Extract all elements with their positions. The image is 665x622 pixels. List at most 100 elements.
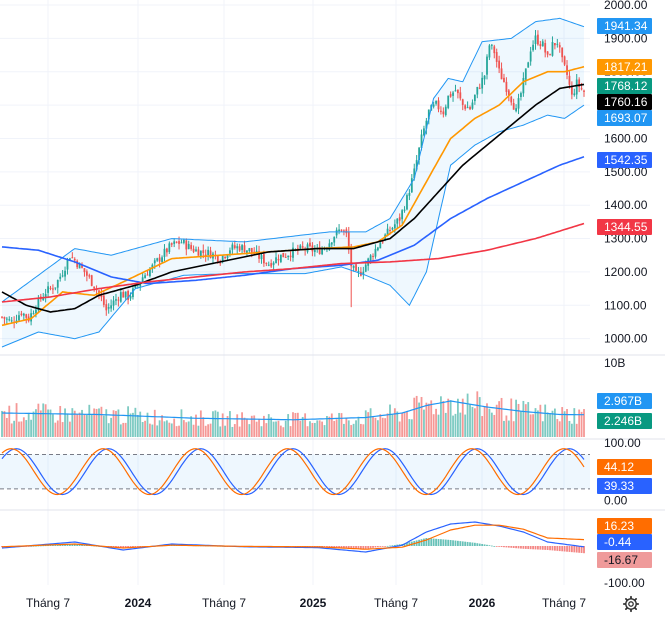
macd-histogram-bar	[49, 545, 52, 546]
volume-bar	[510, 398, 513, 437]
macd-histogram-bar	[563, 546, 566, 552]
candle-body	[8, 319, 11, 321]
candle-body	[490, 44, 493, 46]
candle-body	[22, 313, 25, 316]
candle-body	[224, 257, 226, 259]
candle-body	[391, 227, 394, 230]
volume-bar	[561, 407, 564, 437]
volume-bar	[49, 409, 52, 437]
macd-histogram-bar	[132, 546, 134, 548]
candle-body	[277, 258, 280, 261]
macd-histogram-bar	[561, 546, 564, 552]
candle-body	[503, 77, 505, 83]
volume-bar	[233, 424, 236, 437]
macd-line	[1, 521, 585, 553]
settings-gear-icon[interactable]	[620, 594, 642, 614]
macd-histogram-bar	[134, 546, 137, 548]
time-axis-tick-label: 2025	[300, 596, 327, 610]
volume-bar	[323, 425, 326, 437]
candle-body	[122, 292, 125, 298]
volume-bar	[292, 412, 294, 437]
macd-histogram-bar	[386, 545, 389, 547]
candle-body	[537, 34, 539, 45]
candle-body	[393, 224, 396, 229]
volume-bar	[144, 420, 146, 437]
candle-body	[5, 318, 8, 320]
volume-bar	[122, 422, 125, 437]
candle-body	[246, 250, 248, 253]
macd-histogram-bar	[360, 546, 362, 549]
volume-bar	[287, 414, 290, 437]
volume-bar	[481, 416, 484, 437]
volume-bar	[66, 414, 69, 437]
candle-body	[573, 93, 576, 95]
candle-body	[435, 100, 437, 104]
macd-histogram-bar	[66, 544, 69, 546]
candle-body	[376, 247, 379, 251]
candle-body	[575, 79, 578, 95]
volume-bar	[112, 410, 115, 437]
macd-histogram-bar	[32, 545, 35, 547]
volume-bar	[381, 417, 384, 437]
candle-body	[102, 295, 105, 305]
volume-bar	[345, 418, 348, 437]
volume-bar	[204, 425, 207, 437]
volume-bar	[490, 412, 493, 437]
price-value-tag	[597, 219, 652, 235]
macd-histogram-bar	[566, 546, 568, 552]
volume-bar	[168, 422, 171, 437]
volume-bar	[61, 422, 64, 437]
time-axis-tick-label: Tháng 7	[26, 596, 70, 610]
candle-body	[49, 287, 52, 289]
volume-bar	[284, 420, 287, 437]
candle-body	[42, 297, 45, 301]
volume-bar	[573, 408, 576, 437]
candle-body	[73, 258, 76, 261]
volume-bar	[107, 423, 110, 437]
candle-body	[437, 100, 440, 110]
volume-bar	[5, 417, 8, 437]
candle-body	[493, 46, 496, 54]
candle-body	[221, 255, 224, 262]
volume-bar	[173, 418, 176, 437]
volume-bar	[379, 414, 382, 437]
candle-body	[156, 258, 159, 261]
volume-bar	[532, 414, 534, 437]
price-axis-tick-label: 1400.00	[604, 198, 648, 212]
macd-histogram-bar	[461, 541, 464, 546]
stochastic-value-tag	[597, 478, 652, 494]
stochastic-value-tag	[597, 459, 652, 475]
volume-bar	[30, 419, 32, 437]
volume-bar	[386, 413, 389, 437]
macd-histogram-bar	[391, 545, 394, 547]
volume-bar	[32, 411, 35, 437]
candle-body	[355, 264, 357, 271]
macd-histogram-bar	[115, 546, 117, 548]
candle-body	[488, 45, 491, 58]
candle-body	[88, 275, 91, 277]
candle-body	[236, 246, 239, 249]
volume-bar	[13, 420, 16, 437]
volume-bar	[575, 423, 578, 437]
volume-bar	[52, 414, 54, 437]
volume-bar	[153, 409, 156, 437]
candle-body	[425, 120, 428, 129]
volume-bar	[488, 408, 491, 437]
candle-body	[580, 88, 583, 90]
volume-bar	[221, 413, 224, 437]
volume-bar	[326, 416, 328, 437]
macd-histogram-bar	[551, 546, 554, 551]
candle-body	[258, 251, 260, 259]
volume-bar	[279, 425, 282, 437]
volume-bar	[318, 420, 321, 437]
volume-bar	[132, 412, 134, 437]
volume-bar	[161, 415, 163, 437]
candle-body	[129, 295, 132, 299]
volume-bar	[296, 412, 299, 437]
candle-body	[265, 262, 268, 264]
volume-bar	[398, 421, 401, 437]
macd-histogram-bar	[64, 544, 66, 546]
volume-bar	[423, 409, 425, 437]
